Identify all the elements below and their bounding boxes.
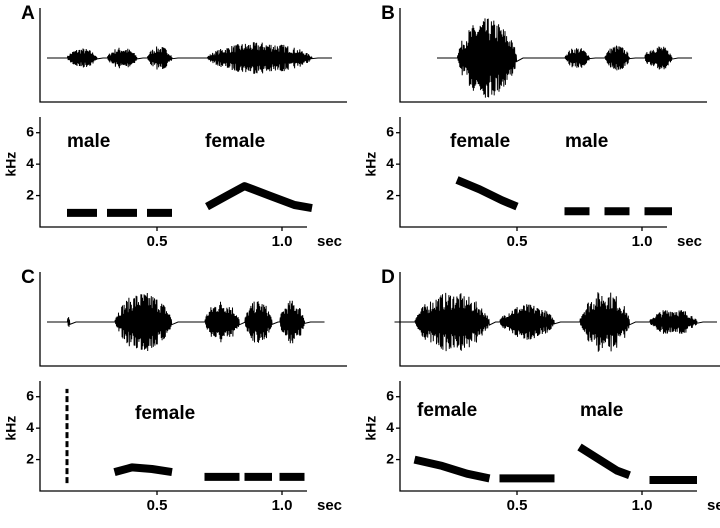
syllable-trace (205, 182, 313, 213)
y-axis-label: kHz (363, 416, 379, 441)
waveform-frame (39, 272, 347, 367)
y-tick-label: 2 (26, 186, 34, 202)
y-tick-label: 4 (26, 419, 34, 435)
panel-label: D (381, 267, 395, 288)
axis-frame (39, 381, 307, 492)
waveform-frame (399, 8, 707, 103)
waveform-frame (399, 272, 720, 367)
y-tick-label: 4 (386, 155, 394, 171)
x-tick-label: 1.0 (632, 497, 653, 514)
y-tick-label: 2 (386, 450, 394, 466)
y-tick-label: 2 (26, 450, 34, 466)
y-axis-label: kHz (3, 416, 19, 441)
waveform (437, 18, 692, 98)
y-tick-label: 4 (26, 155, 34, 171)
annotation: male (565, 131, 608, 152)
annotation: female (135, 403, 195, 424)
waveform (47, 292, 325, 352)
y-tick-label: 6 (26, 123, 34, 139)
annotation: male (580, 400, 623, 421)
waveform (394, 292, 717, 352)
syllable-trace (577, 443, 631, 480)
waveform-frame (39, 8, 347, 103)
y-axis-label: kHz (363, 152, 379, 177)
annotation: female (450, 131, 510, 152)
x-axis-label: sec (317, 497, 342, 514)
waveform (47, 42, 332, 74)
panel-label: B (381, 3, 395, 24)
x-tick-label: 1.0 (272, 497, 293, 514)
y-tick-label: 4 (386, 419, 394, 435)
y-axis-label: kHz (3, 152, 19, 177)
x-tick-label: 0.5 (507, 233, 528, 250)
x-tick-label: 1.0 (272, 233, 293, 250)
x-tick-label: 0.5 (507, 497, 528, 514)
panel-label: A (21, 3, 35, 24)
axis-frame (39, 117, 307, 228)
x-tick-label: 0.5 (147, 233, 168, 250)
y-tick-label: 6 (26, 387, 34, 403)
x-axis-label: sec (707, 497, 720, 514)
y-tick-label: 6 (386, 123, 394, 139)
axis-frame (399, 117, 667, 228)
y-tick-label: 6 (386, 387, 394, 403)
syllable-trace (113, 463, 173, 477)
x-tick-label: 1.0 (632, 233, 653, 250)
panel-label: C (21, 267, 35, 288)
x-axis-label: sec (677, 233, 702, 250)
annotation: female (417, 400, 477, 421)
syllable-trace (413, 455, 491, 483)
annotation: male (67, 131, 110, 152)
x-tick-label: 0.5 (147, 497, 168, 514)
y-tick-label: 2 (386, 186, 394, 202)
x-axis-label: sec (317, 233, 342, 250)
axis-frame (399, 381, 697, 492)
annotation: female (205, 131, 265, 152)
syllable-trace (455, 176, 519, 211)
